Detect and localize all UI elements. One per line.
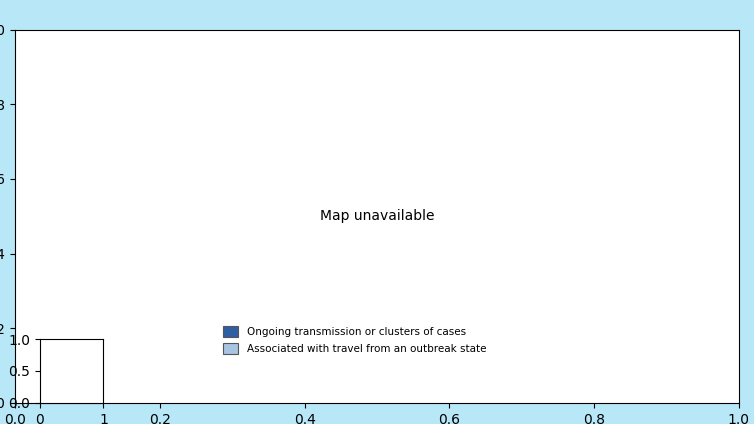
Legend: Ongoing transmission or clusters of cases, Associated with travel from an outbre: Ongoing transmission or clusters of case…: [217, 321, 492, 360]
Text: Map unavailable: Map unavailable: [320, 209, 434, 223]
